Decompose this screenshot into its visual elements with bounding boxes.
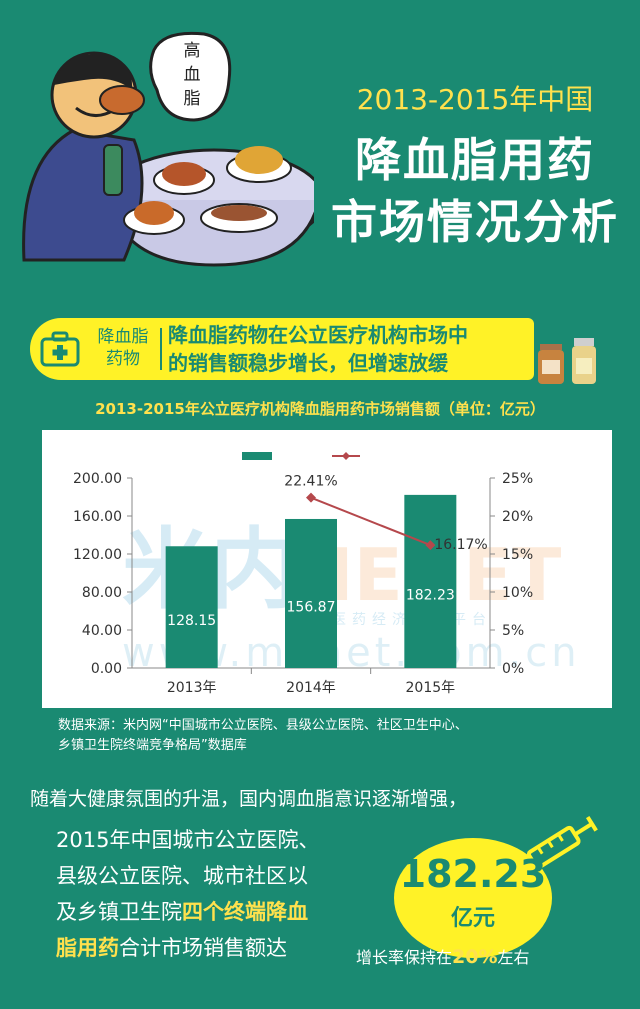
legend-line-marker — [342, 452, 350, 460]
summary-line-3-a: 及乡镇卫生院 — [56, 900, 182, 924]
bar-value-label: 128.15 — [167, 613, 216, 629]
bubble-char-1: 高 — [184, 41, 201, 61]
banner-tag: 降血脂 药物 — [90, 326, 156, 370]
banner-tag-line-2: 药物 — [106, 349, 140, 369]
summary-line-2: 县级公立医院、城市社区以 — [56, 864, 308, 888]
data-source-line-2: 乡镇卫生院终端竞争格局”数据库 — [58, 738, 247, 753]
right-tick-label: 0% — [502, 661, 524, 677]
growth-value-label: 16.17% — [434, 537, 487, 553]
title-year-range: 2013-2015年中国 — [356, 83, 594, 116]
banner-headline: 降血脂药物在公立医疗机构市场中 的销售额稳步增长，但增速放缓 — [168, 321, 528, 377]
title-main-line-2: 市场情况分析 — [331, 195, 619, 249]
bubble-char-2: 血 — [184, 65, 201, 85]
bubble-char-3: 脂 — [184, 89, 201, 109]
sales-chart: 米内 MENET 中国医药经济信息平台 www.menet.com.cn 0.0… — [73, 452, 577, 696]
left-tick-label: 160.00 — [73, 509, 122, 525]
left-tick-label: 80.00 — [82, 585, 122, 601]
summary-line-4: 脂用药合计市场销售额达 — [56, 930, 386, 966]
data-source-line-1: 数据来源：米内网“中国城市公立医院、县级公立医院、社区卫生中心、 — [58, 718, 468, 733]
medicine-bottles-icon — [538, 338, 596, 384]
headline-banner — [30, 318, 534, 380]
summary-line-3-highlight: 四个终端降血 — [182, 900, 308, 924]
growth-point — [425, 540, 436, 551]
banner-divider — [160, 328, 162, 370]
left-tick-label: 40.00 — [82, 623, 122, 639]
left-tick-label: 0.00 — [91, 661, 122, 677]
summary-body: 2015年中国城市公立医院、 县级公立医院、城市社区以 及乡镇卫生院四个终端降血… — [56, 822, 386, 966]
chart-title: 2013-2015年公立医疗机构降血脂用药市场销售额（单位：亿元） — [95, 400, 545, 418]
banner-headline-line-2: 的销售额稳步增长，但增速放缓 — [168, 351, 448, 375]
bar — [285, 518, 337, 668]
growth-suffix: 左右 — [497, 948, 530, 967]
x-tick-label: 2013年 — [167, 680, 217, 696]
summary-line-1: 2015年中国城市公立医院、 — [56, 828, 320, 852]
x-tick-label: 2014年 — [286, 680, 336, 696]
left-tick-label: 200.00 — [73, 471, 122, 487]
bar — [404, 494, 457, 668]
data-source-note: 数据来源：米内网“中国城市公立医院、县级公立医院、社区卫生中心、 乡镇卫生院终端… — [58, 716, 598, 756]
legend-bar-swatch — [242, 452, 272, 460]
bar-value-label: 156.87 — [287, 599, 336, 615]
right-tick-label: 15% — [502, 547, 533, 563]
illustration-man-eating: 高 血 脂 — [22, 31, 314, 267]
summary-line-3: 及乡镇卫生院四个终端降血 — [56, 894, 386, 930]
total-sales-badge — [394, 838, 552, 958]
x-tick-label: 2015年 — [406, 680, 456, 696]
total-sales-value: 182.23 — [399, 852, 547, 896]
medical-kit-icon — [40, 331, 80, 367]
growth-note: 增长率保持在20%左右 — [356, 944, 626, 968]
right-tick-label: 5% — [502, 623, 524, 639]
growth-percent: 20% — [452, 946, 498, 968]
bar-value-label: 182.23 — [406, 587, 455, 603]
right-tick-label: 10% — [502, 585, 533, 601]
right-tick-label: 20% — [502, 509, 533, 525]
banner-tag-line-1: 降血脂 — [97, 327, 149, 347]
title-main-line-1: 降血脂用药 — [355, 133, 595, 187]
growth-value-label: 22.41% — [284, 474, 337, 490]
right-tick-label: 25% — [502, 471, 533, 487]
summary-line-4-b: 合计市场销售额达 — [119, 936, 287, 960]
banner-headline-line-1: 降血脂药物在公立医疗机构市场中 — [168, 323, 468, 347]
total-sales-unit: 亿元 — [450, 906, 495, 931]
growth-point — [306, 492, 316, 503]
summary-intro: 随着大健康氛围的升温，国内调血脂意识逐渐增强， — [30, 788, 468, 810]
left-tick-label: 120.00 — [73, 547, 122, 563]
summary-line-4-highlight: 脂用药 — [56, 936, 119, 960]
bar — [165, 546, 218, 668]
growth-line — [310, 496, 431, 547]
growth-prefix: 增长率保持在 — [356, 948, 453, 967]
